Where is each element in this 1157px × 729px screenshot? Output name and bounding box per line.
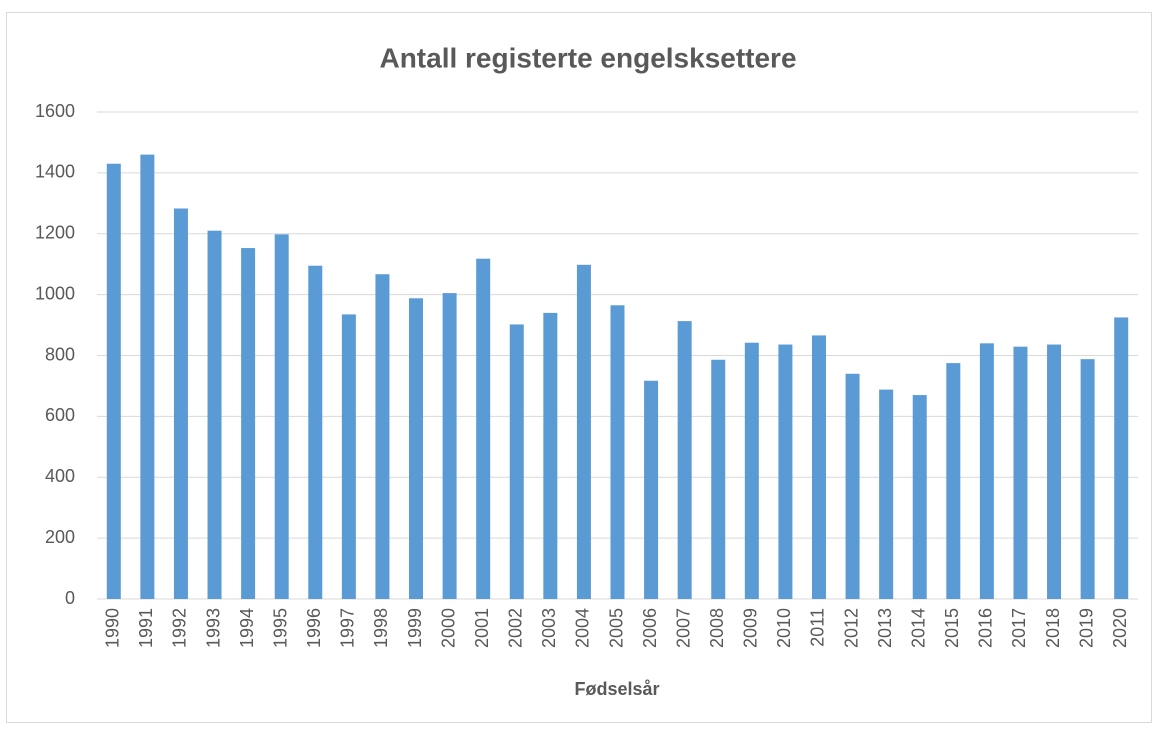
x-tick-label: 2003 bbox=[539, 608, 559, 648]
bar bbox=[1114, 317, 1129, 599]
bar bbox=[912, 395, 927, 599]
x-tick-label: 2012 bbox=[841, 608, 861, 648]
bar bbox=[677, 321, 692, 599]
x-tick-label: 2014 bbox=[908, 608, 928, 648]
x-tick-label: 1997 bbox=[338, 608, 358, 648]
x-tick-label: 2004 bbox=[573, 608, 593, 648]
x-tick-label: 2009 bbox=[741, 608, 761, 648]
x-tick-label: 2001 bbox=[472, 608, 492, 648]
x-tick-label: 2015 bbox=[942, 608, 962, 648]
bar bbox=[207, 230, 222, 600]
y-tick-label: 600 bbox=[45, 405, 75, 425]
y-tick-label: 0 bbox=[65, 588, 75, 608]
bar bbox=[811, 335, 826, 599]
bar bbox=[442, 293, 457, 599]
x-tick-label: 2010 bbox=[774, 608, 794, 648]
x-tick-label: 1992 bbox=[170, 608, 190, 648]
x-tick-label: 2013 bbox=[875, 608, 895, 648]
y-tick-label: 800 bbox=[45, 344, 75, 364]
x-tick-label: 2018 bbox=[1043, 608, 1063, 648]
x-tick-label: 2006 bbox=[640, 608, 660, 648]
x-tick-label: 2008 bbox=[707, 608, 727, 648]
y-tick-label: 1000 bbox=[35, 283, 75, 303]
bar bbox=[576, 264, 591, 599]
y-tick-label: 1600 bbox=[35, 101, 75, 121]
bar bbox=[644, 380, 659, 599]
bar bbox=[341, 314, 356, 599]
bar bbox=[1080, 359, 1095, 599]
x-tick-label: 2011 bbox=[808, 608, 828, 647]
bar bbox=[274, 234, 289, 599]
x-tick-label: 2005 bbox=[606, 608, 626, 648]
bar bbox=[1013, 346, 1028, 599]
bar bbox=[409, 298, 424, 599]
y-tick-label: 1400 bbox=[35, 162, 75, 182]
x-tick-label: 1993 bbox=[203, 608, 223, 648]
x-tick-label: 1991 bbox=[136, 608, 156, 648]
x-tick-label: 2007 bbox=[673, 608, 693, 648]
bar bbox=[778, 344, 793, 599]
bar bbox=[979, 343, 994, 599]
bar bbox=[1047, 344, 1062, 599]
x-tick-label: 1999 bbox=[405, 608, 425, 648]
bar bbox=[476, 258, 491, 599]
bar bbox=[173, 208, 188, 599]
bar bbox=[946, 363, 961, 599]
bar bbox=[375, 274, 390, 599]
y-tick-label: 200 bbox=[45, 527, 75, 547]
x-tick-label: 2020 bbox=[1110, 608, 1130, 648]
bar bbox=[140, 154, 155, 600]
x-tick-label: 1998 bbox=[371, 608, 391, 648]
x-tick-label: 2000 bbox=[438, 608, 458, 648]
bar bbox=[241, 248, 256, 600]
bar bbox=[845, 373, 860, 599]
x-tick-label: 2002 bbox=[506, 608, 526, 648]
bar bbox=[543, 312, 558, 599]
bar bbox=[509, 324, 524, 599]
x-tick-label: 1994 bbox=[237, 608, 257, 648]
x-tick-label: 2019 bbox=[1076, 608, 1096, 648]
bar bbox=[610, 305, 625, 599]
y-tick-label: 1200 bbox=[35, 223, 75, 243]
y-tick-label: 400 bbox=[45, 466, 75, 486]
bar bbox=[308, 265, 323, 599]
bar bbox=[744, 342, 759, 599]
x-axis-label: Fødselsår bbox=[574, 679, 659, 699]
x-tick-label: 2017 bbox=[1009, 608, 1029, 648]
x-tick-label: 2016 bbox=[976, 608, 996, 648]
chart-title: Antall registerte engelsksettere bbox=[379, 42, 796, 73]
x-tick-label: 1995 bbox=[270, 608, 290, 648]
x-tick-label: 1990 bbox=[103, 608, 123, 648]
bar bbox=[711, 359, 726, 599]
bar bbox=[106, 163, 121, 599]
bar bbox=[879, 389, 894, 599]
x-tick-label: 1996 bbox=[304, 608, 324, 648]
